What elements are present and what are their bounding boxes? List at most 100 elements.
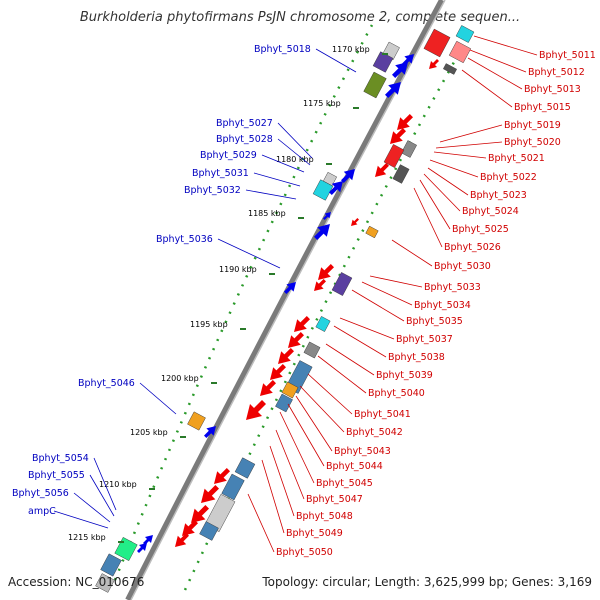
gene-feature [100,553,122,577]
gene-arrow [402,54,414,66]
gene-feature [392,164,410,184]
gene-feature [114,537,138,561]
reverse-leader-line [369,275,423,288]
gene-arrow [284,282,296,294]
gene-feature [448,40,472,64]
reverse-gene-label: Bphyt_5035 [406,316,463,327]
gene-arrow [246,400,266,420]
kbp-tick-label: 1185 kbp [248,209,286,218]
reverse-leader-line [461,69,513,108]
reverse-leader-line [307,373,353,415]
forward-leader-line [277,122,313,159]
kbp-tick-label: 1170 kbp [332,45,370,54]
reverse-leader-line [429,159,479,178]
gene-arrow [392,62,408,78]
forward-leader-line [245,189,297,200]
reverse-leader-line [467,57,523,90]
reverse-leader-line [469,49,527,73]
gene-feature [95,573,115,593]
forward-gene-label: Bphyt_5032 [184,185,241,196]
reverse-gene-label: Bphyt_5011 [539,50,596,61]
forward-leader-line [139,382,177,415]
kbp-tick-label: 1210 kbp [99,480,137,489]
reverse-gene-label: Bphyt_5025 [452,224,509,235]
gene-feature [312,179,334,201]
gene-arrow [323,212,331,220]
reverse-leader-line [339,317,395,340]
inner-dotted-track [183,29,474,591]
reverse-gene-label: Bphyt_5039 [376,370,433,381]
reverse-leader-line [275,429,305,500]
gene-feature [363,71,387,99]
reverse-gene-label: Bphyt_5024 [462,206,519,217]
forward-leader-line [89,474,115,517]
reverse-gene-label: Bphyt_5050 [276,547,333,558]
forward-leader-line [315,48,357,73]
kbp-tick-label: 1190 kbp [219,265,257,274]
forward-gene-label: ampC [28,506,56,517]
forward-leader-line [253,172,301,187]
forward-leader-line [53,510,109,529]
forward-gene-label: Bphyt_5029 [200,150,257,161]
reverse-gene-label: Bphyt_5043 [334,446,391,457]
forward-gene-label: Bphyt_5055 [28,470,85,481]
gene-arrow [270,364,286,380]
kbp-tick-label: 1195 kbp [190,320,228,329]
reverse-leader-line [279,411,315,484]
forward-gene-label: Bphyt_5054 [32,453,89,464]
gene-arrow [375,163,389,177]
gene-arrow [182,520,198,536]
reverse-leader-line [423,173,461,212]
forward-leader-line [261,154,305,173]
forward-gene-label: Bphyt_5018 [254,44,311,55]
reverse-gene-label: Bphyt_5047 [306,494,363,505]
gene-feature [401,140,417,158]
gene-feature [303,341,321,359]
gene-arrow [318,264,334,280]
gene-feature [281,381,299,399]
reverse-gene-label: Bphyt_5042 [346,427,403,438]
gene-feature [221,473,245,501]
reverse-gene-label: Bphyt_5021 [488,153,545,164]
forward-gene-label: Bphyt_5031 [192,168,249,179]
reverse-leader-line [439,124,503,143]
topology-summary: Topology: circular; Length: 3,625,999 bp… [262,575,592,589]
reverse-gene-label: Bphyt_5048 [296,511,353,522]
gene-arrow [294,316,310,332]
forward-leader-line [93,457,117,511]
reverse-gene-label: Bphyt_5023 [470,190,527,201]
outer-dotted-track [113,24,374,581]
reverse-gene-label: Bphyt_5033 [424,282,481,293]
reverse-gene-label: Bphyt_5037 [396,334,453,345]
reverse-leader-line [261,459,285,534]
reverse-leader-line [391,239,433,267]
kbp-tick-label: 1180 kbp [276,155,314,164]
kbp-tick-label: 1175 kbp [303,99,341,108]
kbp-tick-label: 1200 kbp [161,374,199,383]
reverse-leader-line [419,179,451,230]
reverse-leader-line [433,151,487,159]
accession-text: Accession: NC_010676 [8,575,145,589]
gene-arrow [385,82,401,98]
reverse-leader-line [247,493,275,553]
reverse-gene-label: Bphyt_5041 [354,409,411,420]
gene-feature [365,225,379,239]
gene-arrow [260,380,276,396]
forward-gene-label: Bphyt_5056 [12,488,69,499]
gene-arrow [137,543,147,553]
gene-feature [199,521,219,541]
reverse-leader-line [351,289,405,322]
reverse-leader-line [361,281,413,306]
gene-feature [187,411,206,431]
reverse-leader-line [435,141,503,149]
gene-arrow [314,224,330,240]
forward-gene-label: Bphyt_5046 [78,378,135,389]
reverse-gene-label: Bphyt_5038 [388,352,445,363]
reverse-gene-label: Bphyt_5049 [286,528,343,539]
forward-gene-label: Bphyt_5027 [216,118,273,129]
reverse-leader-line [325,343,375,376]
gene-feature [234,457,256,479]
gene-arrow [390,128,406,144]
gene-feature [315,316,331,332]
